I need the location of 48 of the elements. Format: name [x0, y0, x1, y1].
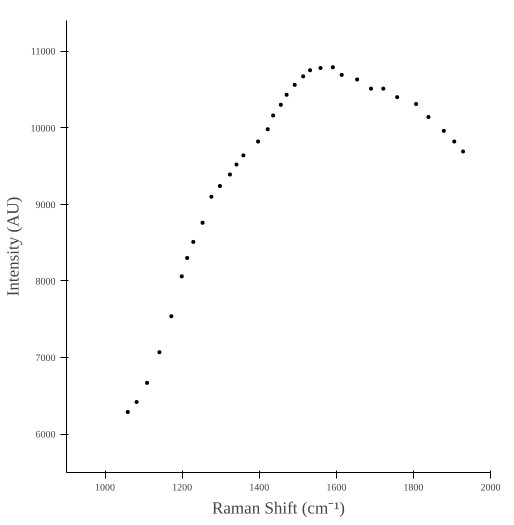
- x-tick-label: 1400: [249, 482, 270, 494]
- point: [218, 184, 222, 188]
- point: [256, 140, 260, 144]
- point: [318, 66, 323, 70]
- point: [266, 127, 270, 132]
- point: [355, 77, 360, 82]
- point: [369, 86, 374, 91]
- x-tick-label: 1800: [403, 482, 424, 494]
- point: [241, 153, 246, 158]
- point: [209, 194, 214, 199]
- point: [452, 140, 456, 144]
- point: [145, 380, 150, 385]
- y-tick-label: 7000: [36, 353, 56, 364]
- y-axis-title: Intensity (AU): [4, 196, 22, 296]
- point: [442, 128, 446, 133]
- y-tick-label: 9000: [36, 200, 56, 211]
- point: [340, 72, 344, 77]
- point: [200, 220, 205, 225]
- point: [169, 314, 174, 318]
- y-tick-label: 11000: [30, 46, 56, 58]
- point: [126, 410, 130, 414]
- point: [381, 86, 386, 91]
- point: [134, 400, 139, 404]
- x-tick-label: 2000: [480, 482, 500, 494]
- x-tick-label: 1200: [172, 482, 192, 494]
- point: [292, 82, 297, 87]
- point: [157, 350, 162, 354]
- point: [414, 102, 418, 106]
- point: [228, 172, 232, 176]
- point: [301, 74, 306, 78]
- point: [461, 150, 466, 154]
- point: [185, 256, 190, 260]
- point: [191, 240, 196, 244]
- point: [330, 65, 335, 70]
- point: [395, 95, 400, 100]
- point: [278, 102, 283, 107]
- x-tick-label: 1600: [326, 482, 346, 494]
- point: [234, 162, 238, 167]
- point: [271, 114, 276, 118]
- x-axis-title: Raman Shift (cm⁻¹): [212, 498, 345, 518]
- point: [284, 92, 289, 97]
- point: [308, 68, 312, 72]
- x-tick-label: 1000: [95, 482, 116, 494]
- point: [426, 115, 430, 120]
- y-tick-label: 10000: [30, 123, 56, 134]
- y-tick-label: 8000: [36, 276, 56, 288]
- y-tick-label: 6000: [36, 430, 56, 441]
- point: [180, 274, 184, 278]
